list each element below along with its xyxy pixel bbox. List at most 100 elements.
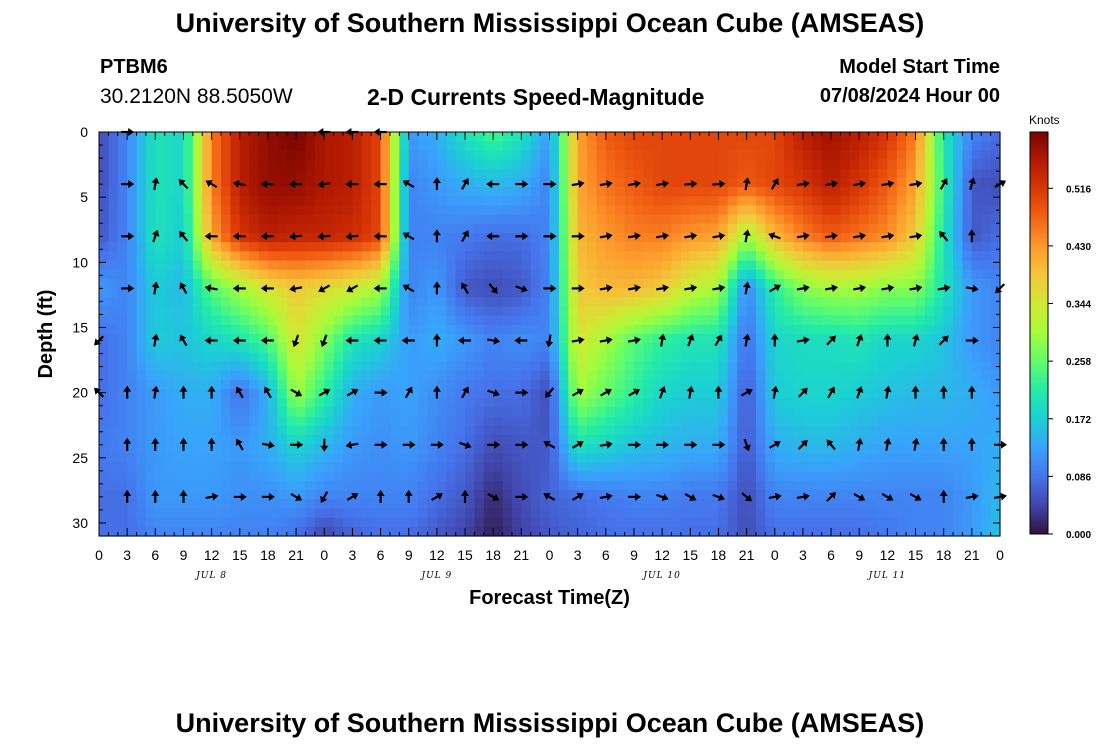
heatmap-cell (164, 526, 175, 537)
heatmap-cell (877, 242, 888, 252)
heatmap-cell (343, 251, 354, 262)
heatmap-cell (314, 196, 325, 207)
heatmap-cell (662, 343, 673, 353)
heatmap-cell (361, 177, 372, 188)
heatmap-cell (887, 278, 898, 289)
heatmap-cell (924, 343, 935, 353)
heatmap-cell (361, 334, 372, 344)
heatmap-cell (408, 352, 419, 363)
heatmap-cell (690, 205, 701, 216)
heatmap-cell (868, 343, 879, 353)
heatmap-cell (840, 315, 851, 326)
heatmap-cell (849, 370, 860, 381)
heatmap-cell (540, 306, 551, 317)
heatmap-cell (868, 159, 879, 170)
heatmap-cell (906, 159, 917, 170)
heatmap-cell (849, 435, 860, 445)
heatmap-cell (953, 177, 964, 188)
heatmap-cell (831, 352, 842, 363)
heatmap-cell (258, 370, 269, 381)
heatmap-cell (286, 343, 297, 353)
heatmap-cell (249, 462, 260, 473)
heatmap-cell (230, 462, 241, 473)
heatmap-cell (605, 425, 616, 436)
heatmap-cell (145, 462, 156, 473)
heatmap-cell (202, 242, 213, 252)
heatmap-cell (258, 343, 269, 353)
heatmap-cell (127, 260, 138, 271)
heatmap-cell (887, 187, 898, 197)
heatmap-cell (286, 517, 297, 528)
heatmap-cell (230, 490, 241, 500)
heatmap-cell (221, 288, 231, 298)
heatmap-cell (230, 187, 241, 197)
heatmap-cell (859, 315, 870, 326)
heatmap-cell (164, 288, 175, 298)
heatmap-cell (155, 159, 166, 170)
heatmap-cell (277, 196, 288, 207)
heatmap-cell (530, 480, 541, 491)
heatmap-cell (399, 269, 410, 280)
heatmap-cell (812, 425, 823, 436)
heatmap-cell (962, 526, 973, 537)
heatmap-cell (849, 526, 860, 537)
heatmap-cell (511, 490, 522, 500)
heatmap-cell (474, 444, 485, 454)
heatmap-cell (680, 141, 691, 151)
heatmap-cell (727, 132, 738, 142)
heatmap-cell (493, 251, 504, 262)
heatmap-cell (633, 260, 644, 271)
heatmap-cell (408, 471, 419, 482)
heatmap-cell (530, 352, 541, 363)
heatmap-cell (981, 141, 992, 151)
heatmap-cell (230, 297, 241, 308)
heatmap-cell (971, 398, 982, 409)
heatmap-cell (924, 480, 935, 491)
heatmap-cell (267, 324, 278, 335)
heatmap-cell (530, 370, 541, 381)
heatmap-cell (896, 159, 907, 170)
heatmap-cell (540, 334, 551, 344)
heatmap-cell (727, 444, 738, 454)
heatmap-cell (746, 168, 757, 179)
current-arrow (712, 232, 726, 241)
current-arrow (599, 232, 613, 241)
heatmap-cell (680, 398, 691, 409)
heatmap-cell (145, 370, 156, 381)
current-arrow (179, 437, 188, 451)
heatmap-cell (305, 334, 316, 344)
heatmap-cell (211, 453, 222, 464)
heatmap-cell (765, 398, 776, 409)
heatmap-cell (755, 435, 766, 445)
heatmap-cell (493, 462, 504, 473)
heatmap-cell (361, 324, 372, 335)
heatmap-cell (624, 132, 635, 142)
heatmap-cell (483, 471, 494, 482)
heatmap-cell (774, 352, 785, 363)
heatmap-cell (896, 214, 907, 225)
heatmap-cell (465, 490, 476, 500)
heatmap-cell (305, 462, 316, 473)
heatmap-cell (877, 251, 888, 262)
heatmap-cell (868, 233, 879, 243)
x-tick-label: 18 (485, 547, 501, 563)
heatmap-cell (849, 517, 860, 528)
heatmap-cell (859, 324, 870, 335)
heatmap-cell (924, 269, 935, 280)
heatmap-cell (680, 370, 691, 381)
heatmap-cell (577, 324, 588, 335)
heatmap-cell (380, 425, 391, 436)
heatmap-cell (202, 315, 213, 326)
heatmap-cell (962, 407, 973, 418)
heatmap-cell (587, 499, 598, 510)
heatmap-cell (145, 196, 156, 207)
heatmap-cell (352, 150, 363, 161)
current-arrow (855, 333, 864, 347)
heatmap-cell (314, 407, 325, 418)
heatmap-cell (793, 407, 804, 418)
heatmap-cell (981, 196, 992, 207)
heatmap-cell (624, 508, 635, 519)
heatmap-cell (540, 177, 551, 188)
heatmap-cell (108, 453, 119, 464)
heatmap-cell (718, 150, 729, 161)
